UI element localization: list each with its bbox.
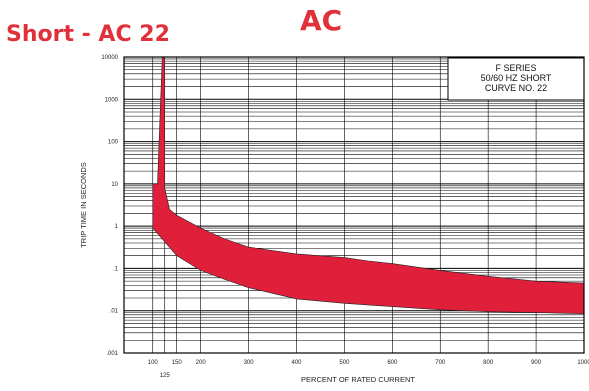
legend-line: CURVE NO. 22 bbox=[485, 83, 547, 93]
y-tick-label: 1 bbox=[115, 224, 119, 230]
y-tick-label: .01 bbox=[110, 309, 119, 315]
x-tick-label: 200 bbox=[196, 360, 207, 366]
y-tick-label: .1 bbox=[113, 266, 119, 272]
y-tick-label: 1000 bbox=[105, 97, 119, 103]
legend-box bbox=[447, 57, 585, 101]
page-subtitle: Short - AC 22 bbox=[6, 22, 170, 47]
y-tick-label: 10000 bbox=[101, 55, 118, 61]
x-tick-label: 300 bbox=[244, 360, 255, 366]
legend-line: 50/60 HZ SHORT bbox=[481, 73, 552, 83]
y-tick-label: .001 bbox=[106, 351, 118, 357]
x-tick-label: 1000 bbox=[577, 360, 589, 366]
x-tick-label: 800 bbox=[483, 360, 494, 366]
y-tick-label: 100 bbox=[108, 140, 119, 146]
x-tick-label: 100 bbox=[148, 360, 159, 366]
x-tick-label: 500 bbox=[339, 360, 350, 366]
page-title: AC bbox=[300, 4, 343, 37]
plot-frame bbox=[123, 56, 585, 354]
x-tick-label: 125 bbox=[160, 373, 171, 379]
x-axis-label: PERCENT OF RATED CURRENT bbox=[301, 375, 415, 384]
x-tick-label: 150 bbox=[172, 360, 183, 366]
x-tick-label: 700 bbox=[435, 360, 446, 366]
y-tick-label: 10 bbox=[111, 182, 118, 188]
x-tick-label: 900 bbox=[531, 360, 542, 366]
x-tick-label: 600 bbox=[387, 360, 398, 366]
x-tick-label: 400 bbox=[291, 360, 302, 366]
ticks-layer: 100 125 150 200 300 400 500 600 700 800 900 1000 100… bbox=[101, 55, 589, 379]
y-axis-label: TRIP TIME IN SECONDS bbox=[79, 162, 88, 248]
legend-line: F SERIES bbox=[495, 63, 536, 73]
